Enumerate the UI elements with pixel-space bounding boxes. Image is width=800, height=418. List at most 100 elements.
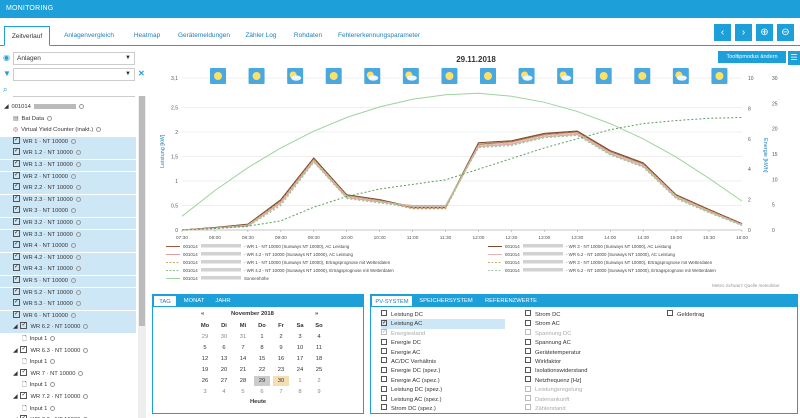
checkbox-icon[interactable]: ✓ <box>13 159 20 167</box>
tree-node[interactable]: ✓ WR 5.2 · NT 10000 <box>0 287 136 299</box>
metric-option[interactable]: Leistung DC <box>381 310 505 320</box>
tab-anlagenvergleich[interactable]: Anlagenvergleich <box>64 32 114 39</box>
calendar-day[interactable]: 11 <box>315 345 323 351</box>
checkbox-icon[interactable]: ✓ <box>13 264 20 272</box>
info-icon[interactable] <box>50 405 56 411</box>
collapse-icon[interactable]: ◢ <box>4 104 9 110</box>
asset-type-select[interactable]: Anlagen ▼ <box>13 52 135 65</box>
calendar-day[interactable]: 1 <box>298 378 302 384</box>
tree-node[interactable]: ✓ WR 6 · NT 10000 <box>0 310 136 322</box>
calendar-day[interactable]: 30 <box>220 334 228 340</box>
calendar-day[interactable]: 18 <box>315 356 323 362</box>
metric-option[interactable]: Leistung AC (spez.) <box>381 395 505 405</box>
info-icon[interactable] <box>75 301 81 307</box>
tree-node[interactable]: ✓ WR 4.2 · NT 10000 <box>0 252 136 264</box>
checkbox-icon[interactable]: ✓ <box>381 319 388 326</box>
collapse-icon[interactable]: ◢ <box>13 370 18 377</box>
checkbox-icon[interactable] <box>381 338 387 345</box>
pv-tab-pv-system[interactable]: PV-SYSTEM <box>371 295 413 307</box>
calendar-day[interactable]: 25 <box>315 367 323 373</box>
checkbox-icon[interactable]: ✓ <box>20 391 28 399</box>
tree-node[interactable]: ✓ WR 5 · NT 10000 <box>0 275 136 287</box>
tree-node[interactable]: 🗋 Input 1 <box>0 357 136 368</box>
checkbox-icon[interactable]: ✓ <box>13 287 20 295</box>
checkbox-icon[interactable] <box>381 357 387 364</box>
collapse-icon[interactable]: ◢ <box>13 324 18 331</box>
tree-node[interactable]: ✓ WR 3.3 · NT 10000 <box>0 229 136 241</box>
metric-option[interactable]: Energie AC <box>381 348 505 358</box>
calendar-day[interactable]: 7 <box>241 345 245 351</box>
checkbox-icon[interactable]: ✓ <box>20 322 28 330</box>
checkbox-icon[interactable] <box>381 404 387 411</box>
metric-option[interactable]: Strom AC <box>525 319 649 329</box>
tab-gerätemeldungen[interactable]: Gerätemeldungen <box>177 32 231 39</box>
calendar-tab-tag[interactable]: TAG <box>153 295 177 307</box>
checkbox-icon[interactable] <box>525 310 531 317</box>
calendar-day[interactable]: 8 <box>260 345 264 351</box>
today-button[interactable]: Heute <box>250 399 267 405</box>
collapse-icon[interactable]: ◢ <box>13 347 18 354</box>
zoom-out-icon[interactable]: ⊖ <box>777 24 794 41</box>
tree-node[interactable]: ✓ WR 1.2 · NT 10000 <box>0 148 136 160</box>
calendar-day[interactable]: 26 <box>201 378 209 384</box>
checkbox-icon[interactable]: ✓ <box>13 229 20 237</box>
calendar-day[interactable]: 2 <box>279 334 283 340</box>
checkbox-icon[interactable] <box>525 338 531 345</box>
metric-option[interactable]: Netzfrequenz [Hz] <box>525 376 649 386</box>
tab-rohdaten[interactable]: Rohdaten <box>293 32 323 39</box>
checkbox-icon[interactable] <box>381 366 387 373</box>
tree-scrollbar-thumb[interactable] <box>139 96 145 326</box>
tree-node[interactable]: ✓ WR 2 · NT 10000 <box>0 171 136 183</box>
tree-node[interactable]: ◢ ✓ WR 7 · NT 10000 <box>0 368 136 380</box>
calendar-day[interactable]: 6 <box>260 389 264 395</box>
tree-node[interactable]: ◢ ✓ WR 6.3 · NT 10000 <box>0 345 136 357</box>
pv-tab-referenzwerte[interactable]: REFERENZWERTE <box>484 298 538 304</box>
info-icon[interactable] <box>71 277 76 283</box>
checkbox-icon[interactable]: ✓ <box>13 275 20 283</box>
checkbox-icon[interactable]: ✓ <box>13 136 20 144</box>
info-icon[interactable] <box>75 254 81 260</box>
calendar-day[interactable]: 16 <box>277 356 285 362</box>
info-icon[interactable] <box>50 359 56 365</box>
tree-node[interactable]: ✓ WR 2.2 · NT 10000 <box>0 183 136 195</box>
checkbox-icon[interactable]: ✓ <box>13 299 20 307</box>
info-icon[interactable] <box>75 161 81 167</box>
metric-option[interactable]: Energie DC <box>381 338 505 348</box>
info-icon[interactable] <box>71 173 76 179</box>
info-icon[interactable] <box>50 382 56 388</box>
calendar-day[interactable]: 24 <box>296 367 304 373</box>
metric-option[interactable]: Strom DC (spez.) <box>381 404 505 414</box>
calendar-day[interactable]: 9 <box>279 345 283 351</box>
calendar-tab-monat[interactable]: MONAT <box>183 298 205 304</box>
info-icon[interactable] <box>75 150 81 156</box>
calendar-day[interactable]: 22 <box>258 367 266 373</box>
tree-node[interactable]: ✓ WR 1 · NT 10000 <box>0 136 136 148</box>
metric-option[interactable]: Geldertrag <box>667 310 791 320</box>
chevron-left-icon[interactable]: ‹ <box>714 24 731 41</box>
calendar-day[interactable]: 10 <box>296 345 304 351</box>
metric-option[interactable]: Leistung DC (spez.) <box>381 385 505 395</box>
calendar-day[interactable]: 31 <box>239 334 247 340</box>
calendar-day[interactable]: 28 <box>239 378 247 384</box>
calendar-day[interactable]: 13 <box>220 356 228 362</box>
calendar-day[interactable]: 2 <box>317 378 321 384</box>
metric-option[interactable]: Energie DC (spez.) <box>381 366 505 376</box>
calendar-day[interactable]: 6 <box>222 345 226 351</box>
tree-node[interactable]: ✓ WR 4.3 · NT 10000 <box>0 264 136 276</box>
checkbox-icon[interactable]: ✓ <box>13 310 20 318</box>
info-icon[interactable] <box>47 115 53 121</box>
calendar-day[interactable]: 1 <box>260 334 264 340</box>
search-input[interactable] <box>13 84 135 97</box>
tab-zähler-log[interactable]: Zähler Log <box>245 32 277 39</box>
metric-option[interactable]: Wirkfaktor <box>525 357 649 367</box>
info-icon[interactable] <box>96 127 102 133</box>
tree-node[interactable]: ✓ WR 2.3 · NT 10000 <box>0 194 136 206</box>
calendar-day[interactable]: 4 <box>222 389 226 395</box>
info-icon[interactable] <box>78 103 84 109</box>
checkbox-icon[interactable] <box>381 310 387 317</box>
checkbox-icon[interactable]: ✓ <box>13 217 20 225</box>
tree-node[interactable]: ✓ WR 1.3 · NT 10000 <box>0 159 136 171</box>
checkbox-icon[interactable] <box>525 376 531 383</box>
checkbox-icon[interactable]: ✓ <box>13 252 20 260</box>
tree-node[interactable]: ✓ WR 5.3 · NT 10000 <box>0 299 136 311</box>
